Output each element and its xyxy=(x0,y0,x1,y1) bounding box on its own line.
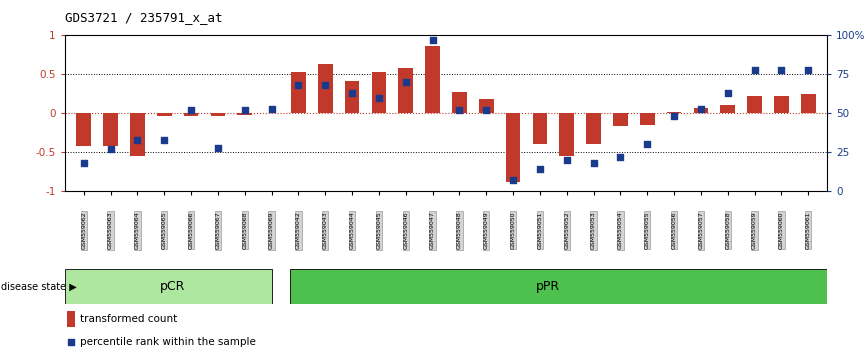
Point xyxy=(506,177,520,183)
Text: GSM559052: GSM559052 xyxy=(565,211,569,249)
Point xyxy=(292,82,306,88)
Point xyxy=(399,79,413,85)
Point xyxy=(801,67,815,73)
Point xyxy=(533,166,546,172)
Point xyxy=(64,339,78,344)
Bar xyxy=(559,113,574,156)
Text: GSM559061: GSM559061 xyxy=(805,211,811,249)
Text: GSM559053: GSM559053 xyxy=(591,211,596,249)
Point xyxy=(559,157,573,163)
Text: GSM559058: GSM559058 xyxy=(725,211,730,249)
Bar xyxy=(774,96,789,113)
Point xyxy=(184,107,198,113)
Text: GSM559057: GSM559057 xyxy=(698,211,703,249)
Text: GSM559065: GSM559065 xyxy=(162,211,167,249)
Bar xyxy=(801,94,816,113)
Point xyxy=(238,107,252,113)
Point xyxy=(104,146,118,152)
Text: GSM559042: GSM559042 xyxy=(296,211,301,249)
Bar xyxy=(425,46,440,113)
Text: GSM559067: GSM559067 xyxy=(216,211,221,249)
Text: GSM559051: GSM559051 xyxy=(538,211,542,249)
Text: GSM559044: GSM559044 xyxy=(350,211,354,249)
Bar xyxy=(184,113,198,116)
Bar xyxy=(130,113,145,156)
Text: GSM559043: GSM559043 xyxy=(323,211,327,249)
Bar xyxy=(452,92,467,113)
Text: GSM559062: GSM559062 xyxy=(81,211,87,249)
Text: GSM559059: GSM559059 xyxy=(752,211,757,249)
Text: percentile rank within the sample: percentile rank within the sample xyxy=(81,337,256,347)
Bar xyxy=(210,113,225,116)
Text: GSM559068: GSM559068 xyxy=(242,211,247,249)
Point xyxy=(319,82,333,88)
Text: GSM559069: GSM559069 xyxy=(269,211,274,249)
Bar xyxy=(506,113,520,182)
Bar xyxy=(533,113,547,144)
Point xyxy=(667,114,681,119)
Text: transformed count: transformed count xyxy=(81,314,178,324)
Point xyxy=(211,145,225,150)
Point xyxy=(265,106,279,112)
Text: pCR: pCR xyxy=(159,280,185,293)
Point xyxy=(479,107,493,113)
Bar xyxy=(76,113,91,146)
Text: GSM559047: GSM559047 xyxy=(430,211,435,249)
Bar xyxy=(237,113,252,115)
Bar xyxy=(290,269,827,304)
Text: pPR: pPR xyxy=(536,280,560,293)
Text: GSM559049: GSM559049 xyxy=(484,211,488,249)
Point xyxy=(774,67,788,73)
Text: GSM559048: GSM559048 xyxy=(457,211,462,249)
Bar xyxy=(372,72,386,113)
Bar xyxy=(586,113,601,144)
Text: GDS3721 / 235791_x_at: GDS3721 / 235791_x_at xyxy=(65,11,223,24)
Point xyxy=(77,160,91,166)
Text: GSM559064: GSM559064 xyxy=(135,211,140,249)
Bar xyxy=(640,113,655,125)
Bar xyxy=(479,99,494,113)
Text: GSM559054: GSM559054 xyxy=(618,211,623,249)
Text: GSM559046: GSM559046 xyxy=(404,211,408,249)
Point xyxy=(452,107,466,113)
Bar xyxy=(291,72,306,113)
Bar xyxy=(103,113,118,146)
Point xyxy=(747,67,761,73)
Text: GSM559045: GSM559045 xyxy=(377,211,381,249)
Bar xyxy=(721,105,735,113)
Point xyxy=(131,137,145,143)
Point xyxy=(372,95,386,101)
Text: GSM559063: GSM559063 xyxy=(108,211,113,249)
Bar xyxy=(318,64,333,113)
Bar xyxy=(694,108,708,113)
Point xyxy=(640,142,654,147)
Point xyxy=(346,90,359,96)
Text: GSM559060: GSM559060 xyxy=(779,211,784,249)
Text: GSM559055: GSM559055 xyxy=(645,211,650,249)
Point xyxy=(613,154,627,160)
Text: GSM559066: GSM559066 xyxy=(189,211,194,249)
Bar xyxy=(747,96,762,113)
Text: disease state ▶: disease state ▶ xyxy=(1,282,76,292)
Bar xyxy=(157,113,171,116)
Bar xyxy=(67,311,75,327)
Point xyxy=(158,137,171,143)
Point xyxy=(721,90,734,96)
Bar xyxy=(65,269,272,304)
Bar xyxy=(667,112,682,113)
Bar xyxy=(345,81,359,113)
Text: GSM559056: GSM559056 xyxy=(671,211,676,249)
Text: GSM559050: GSM559050 xyxy=(511,211,515,249)
Bar xyxy=(613,113,628,126)
Point xyxy=(586,160,600,166)
Bar xyxy=(398,68,413,113)
Point xyxy=(426,37,440,43)
Point xyxy=(694,106,708,112)
